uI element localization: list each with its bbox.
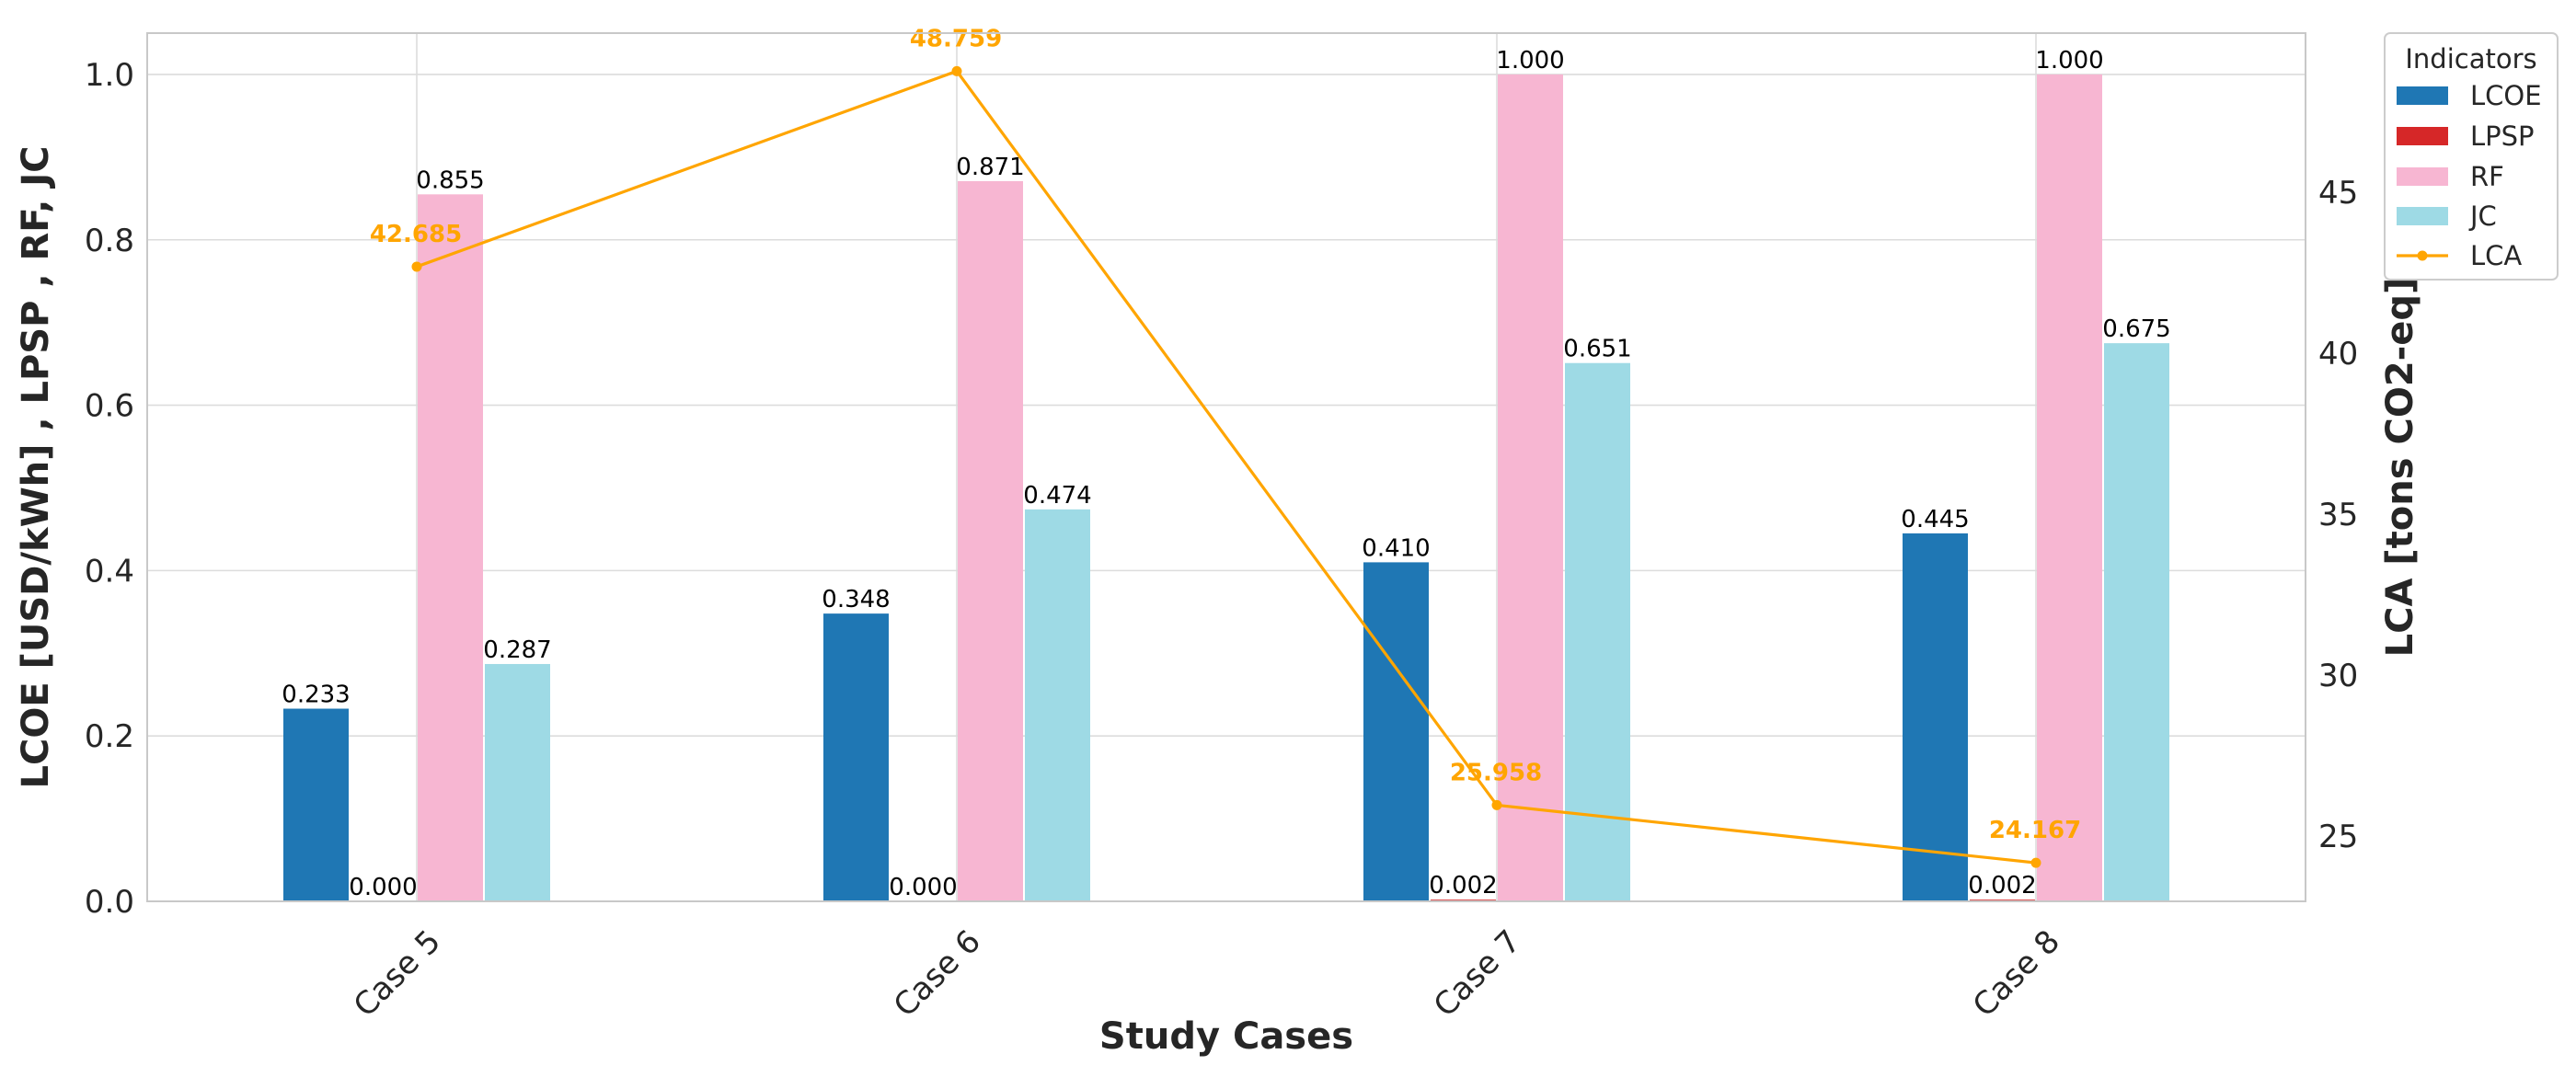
lca-value-label: 42.685 xyxy=(370,221,462,248)
y-tick-label: 0.4 xyxy=(85,553,134,590)
bar-jc xyxy=(2104,343,2169,902)
bar-value-label: 0.000 xyxy=(889,874,957,901)
y2-tick-label: 45 xyxy=(2318,175,2358,212)
bar-value-label: 0.287 xyxy=(483,636,551,664)
y2-tick-label: 25 xyxy=(2318,819,2358,855)
x-axis-title: Study Cases xyxy=(1099,1015,1353,1058)
bar-value-label: 0.233 xyxy=(282,682,350,709)
lca-value-label: 24.167 xyxy=(1989,817,2081,844)
x-tick-label: Case 8 xyxy=(1966,923,2067,1025)
legend-swatch-lpsp xyxy=(2397,127,2448,145)
bar-value-label: 0.651 xyxy=(1563,336,1631,363)
lca-point xyxy=(2030,857,2041,868)
bar-rf xyxy=(2037,74,2102,901)
y-tick-label: 0.0 xyxy=(85,884,134,921)
y-axis-title: LCOE [USD/kWh] , LPSP , RF, JC xyxy=(15,145,57,788)
x-tick-label: Case 7 xyxy=(1427,923,1528,1025)
legend-label-lpsp: LPSP xyxy=(2470,120,2535,152)
lca-point xyxy=(411,261,422,272)
bar-lcoe xyxy=(1903,533,1968,901)
bar-value-label: 0.410 xyxy=(1362,534,1430,562)
legend-title: Indicators xyxy=(2405,43,2536,74)
legend-swatch-lcoe xyxy=(2397,86,2448,105)
bar-value-label: 1.000 xyxy=(2035,47,2103,74)
bar-value-label: 0.871 xyxy=(956,154,1024,181)
bar-lcoe xyxy=(1363,562,1429,901)
bar-value-label: 1.000 xyxy=(1496,47,1564,74)
lca-point xyxy=(951,65,962,76)
bar-value-label: 0.855 xyxy=(416,166,484,194)
legend-marker-lca xyxy=(2417,250,2428,261)
bar-value-label: 0.000 xyxy=(349,874,417,901)
bar-lcoe xyxy=(823,613,889,901)
x-tick-label: Case 5 xyxy=(347,923,448,1025)
bar-jc xyxy=(1565,362,1630,902)
y2-tick-label: 30 xyxy=(2318,658,2358,694)
legend-swatch-jc xyxy=(2397,207,2448,225)
lca-point xyxy=(1491,799,1502,810)
bar-jc xyxy=(1025,509,1090,901)
bar-value-label: 0.445 xyxy=(1901,506,1969,533)
y2-tick-label: 40 xyxy=(2318,336,2358,372)
y-tick-label: 1.0 xyxy=(85,57,134,94)
legend: Indicators LCOE LPSP RF JC LCA xyxy=(2384,32,2559,281)
plot-frame xyxy=(146,32,2306,902)
legend-swatch-rf xyxy=(2397,167,2448,186)
bar-value-label: 0.002 xyxy=(1429,872,1497,899)
bar-jc xyxy=(485,663,550,901)
legend-label-rf: RF xyxy=(2470,161,2504,192)
y2-tick-label: 35 xyxy=(2318,497,2358,533)
lca-line xyxy=(416,69,2037,865)
y-tick-label: 0.8 xyxy=(85,223,134,259)
y-tick-label: 0.6 xyxy=(85,388,134,425)
bar-value-label: 0.002 xyxy=(1968,872,2036,899)
x-tick-label: Case 6 xyxy=(887,923,988,1025)
lca-value-label: 25.958 xyxy=(1450,759,1542,786)
lca-value-label: 48.759 xyxy=(910,25,1002,52)
bar-value-label: 0.474 xyxy=(1023,482,1091,510)
bar-value-label: 0.348 xyxy=(822,586,890,613)
bar-rf xyxy=(958,180,1023,902)
bar-rf xyxy=(418,194,483,902)
legend-label-lca: LCA xyxy=(2470,240,2522,271)
legend-label-lcoe: LCOE xyxy=(2470,80,2542,111)
y2-axis-title: LCA [tons CO2-eq] xyxy=(2379,278,2421,658)
legend-label-jc: JC xyxy=(2468,201,2497,232)
bar-rf xyxy=(1498,74,1563,901)
bar-value-label: 0.675 xyxy=(2102,315,2170,343)
bar-lcoe xyxy=(283,708,349,901)
y-tick-label: 0.2 xyxy=(85,718,134,755)
